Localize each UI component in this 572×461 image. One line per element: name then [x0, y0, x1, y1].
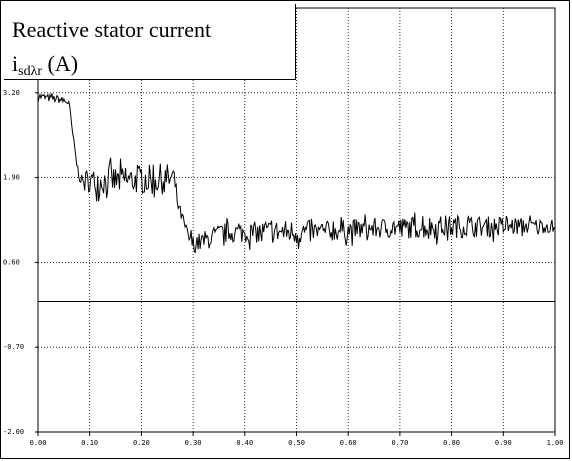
x-tick-label: 0.40 — [236, 439, 253, 447]
x-axis-ticks: 0.00 0.10 0.20 0.30 0.40 0.50 0.60 0.70 0.80 0.90… — [30, 432, 564, 447]
y-tick-label: 1.90 — [3, 174, 20, 182]
y-axis-ticks: 3.20 1.90 0.60 -0.70 -2.00 — [3, 89, 38, 436]
x-tick-label: 0.10 — [81, 439, 98, 447]
x-tick-label: 1.00 — [547, 439, 564, 447]
x-tick-label: 0.60 — [340, 439, 357, 447]
x-tick-label: 0.30 — [185, 439, 202, 447]
chart-title-box: Reactive stator current isdλr (A) — [4, 4, 296, 80]
series-line-reactive-current — [37, 92, 556, 254]
y-axis-label-subscript: sdλr — [18, 64, 43, 79]
chart-title: Reactive stator current — [12, 17, 212, 42]
x-tick-label: 0.70 — [391, 439, 408, 447]
y-axis-label-unit: (A) — [42, 51, 79, 76]
y-axis-label: isdλr (A) — [12, 51, 79, 79]
x-tick-label: 0.00 — [30, 439, 47, 447]
x-tick-label: 0.50 — [288, 439, 305, 447]
x-tick-label: 0.90 — [495, 439, 512, 447]
y-tick-label: -2.00 — [3, 428, 24, 436]
y-tick-label: 3.20 — [3, 89, 20, 97]
y-tick-label: 0.60 — [3, 258, 20, 266]
x-tick-label: 0.80 — [443, 439, 460, 447]
y-axis-label-main: i — [12, 51, 19, 76]
x-tick-label: 0.20 — [133, 439, 150, 447]
y-tick-label: -0.70 — [3, 343, 24, 351]
grid-layer — [38, 8, 555, 432]
